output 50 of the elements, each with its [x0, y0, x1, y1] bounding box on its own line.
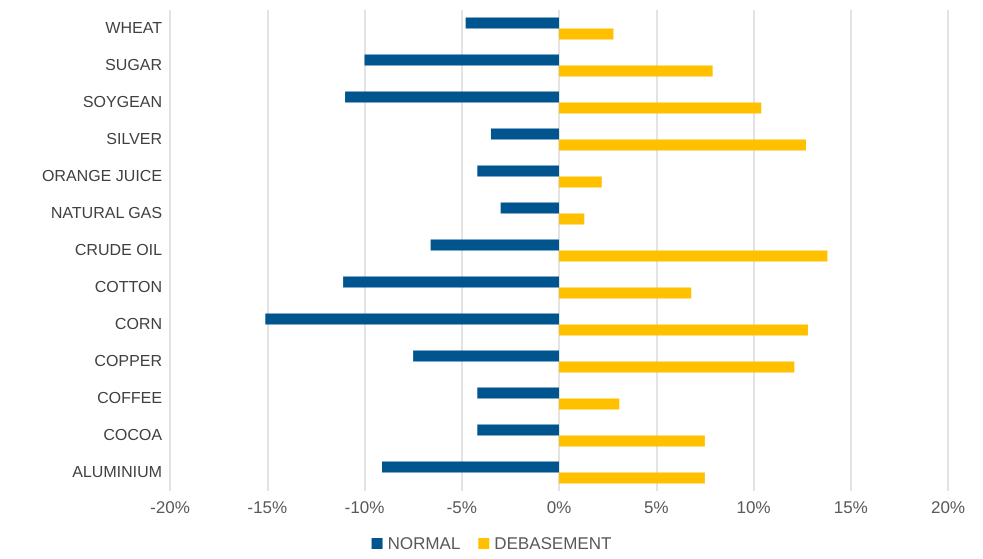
bar [382, 462, 559, 472]
bar [490, 128, 559, 140]
bar [559, 214, 584, 224]
bar [500, 202, 559, 214]
bar [559, 398, 620, 410]
y-tick-label: ORANGE JUICE [42, 168, 162, 185]
bar [477, 388, 559, 398]
x-tick-label: 0% [546, 498, 572, 517]
x-tick-label: -10% [344, 498, 384, 517]
bar [559, 362, 794, 372]
bar [430, 240, 559, 250]
bar [559, 176, 602, 188]
y-tick-label: COPPER [94, 353, 162, 370]
y-tick-label: CORN [114, 316, 162, 333]
y-tick-label: SILVER [106, 131, 162, 148]
bar [477, 166, 559, 176]
x-tick-label: 10% [736, 498, 771, 517]
bar [364, 54, 559, 66]
x-tick-label: -5% [446, 498, 477, 517]
bar [559, 436, 705, 446]
legend-label: DEBASEMENT [494, 534, 612, 553]
bar [559, 288, 692, 298]
bar [559, 102, 762, 114]
bar [559, 250, 828, 262]
legend-label: NORMAL [388, 534, 460, 553]
y-tick-label: SOYGEAN [82, 94, 162, 111]
bar [559, 140, 806, 150]
y-tick-label: WHEAT [105, 20, 162, 37]
y-tick-label: COCOA [103, 427, 162, 444]
x-tick-label: -15% [247, 498, 288, 517]
y-tick-label: ALUMINIUM [72, 464, 162, 481]
y-tick-label: CRUDE OIL [74, 242, 162, 259]
bar [466, 18, 559, 28]
bar [559, 66, 713, 76]
y-tick-label: NATURAL GAS [50, 205, 162, 222]
bar [343, 276, 559, 288]
bar [559, 472, 705, 484]
x-tick-label: -20% [150, 498, 190, 517]
bar [265, 314, 559, 324]
bar [559, 28, 614, 40]
x-tick-label: 5% [644, 498, 669, 517]
bar [345, 92, 559, 102]
x-tick-label: 15% [834, 498, 868, 517]
x-tick-label: 20% [930, 498, 966, 517]
bar [559, 324, 808, 336]
y-tick-label: COTTON [94, 279, 162, 296]
bar [477, 424, 559, 436]
y-tick-label: SUGAR [105, 57, 162, 74]
bar [413, 350, 559, 362]
y-tick-label: COFFEE [97, 390, 162, 407]
